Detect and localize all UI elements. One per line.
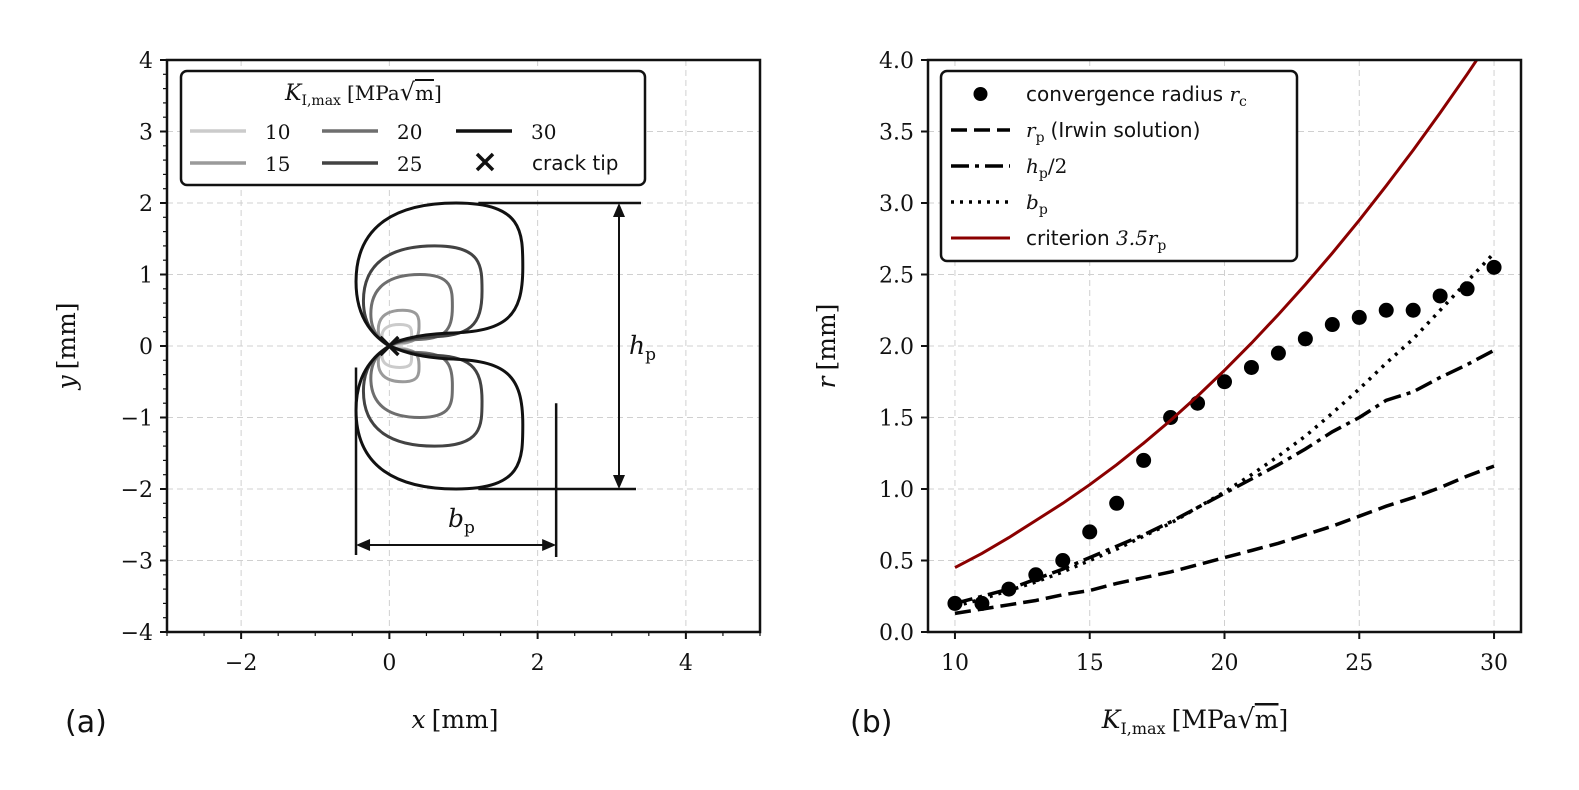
panel-a: hp bp −2 0 2 4 −4 −3 −2 −1 0 1 2 3 4 KI,max [MPa√m] 10… (52, 49, 762, 740)
ytick-label-a: −1 (121, 407, 153, 432)
xtick-label-b: 20 (1211, 651, 1239, 676)
legend-a-crack-tip-icon (475, 152, 495, 172)
point-rc-15 (1082, 524, 1098, 540)
legend-b-label: criterion 3.5rp (1026, 226, 1166, 254)
ytick-label-b: 1.5 (879, 407, 914, 432)
legend-b-box (939, 69, 1299, 263)
ytick-label-b: 0.0 (879, 621, 914, 646)
ytick-label-a: 4 (139, 49, 153, 74)
ytick-label-a: −3 (121, 550, 153, 575)
panel-a-xlabel: x [mm] (411, 705, 498, 734)
hp-label: hp (629, 331, 656, 365)
ytick-label-b: 2.5 (879, 264, 914, 289)
ytick-label-b: 0.5 (879, 550, 914, 575)
bp-arrow-head-left (356, 539, 371, 551)
point-rc-25 (1351, 309, 1367, 325)
legend-a-label: 20 (397, 120, 422, 144)
point-rc-16 (1109, 495, 1125, 511)
xtick-label-b: 25 (1345, 651, 1373, 676)
point-rc-26 (1378, 302, 1394, 318)
panel-b-label: (b) (850, 705, 892, 740)
ytick-label-a: −4 (121, 621, 153, 646)
point-rc-30 (1486, 259, 1502, 275)
ytick-label-a: 2 (139, 192, 153, 217)
point-rc-17 (1136, 452, 1152, 468)
point-rc-29 (1459, 281, 1475, 297)
point-rc-27 (1405, 302, 1421, 318)
crack-tip-marker (379, 335, 400, 357)
series-rc (947, 259, 1502, 611)
xtick-label-b: 15 (1076, 651, 1104, 676)
point-rc-18 (1163, 410, 1179, 425)
xtick-label-b: 30 (1480, 651, 1508, 676)
legend-b-label: bp (1026, 190, 1048, 218)
point-rc-23 (1297, 331, 1313, 347)
point-rc-28 (1432, 288, 1448, 304)
legend-b-entries: convergence radius rc rp (Irwin solution) h… (951, 82, 1247, 254)
panel-b: 10 15 20 25 30 0.0 0.5 1.0 1.5 2.0 2.5 3.0 3.5 4.0 co… (812, 49, 1523, 740)
legend-b-swatch-dots (973, 87, 988, 101)
hp-arrow-head-bottom (613, 475, 625, 489)
legend-a-box (179, 69, 647, 187)
ytick-label-b: 3.5 (879, 121, 914, 146)
ytick-label-b: 1.0 (879, 478, 914, 503)
panel-a-contours (354, 201, 525, 491)
xtick-label-a: 4 (679, 651, 693, 676)
xtick-label-a: −2 (225, 651, 257, 676)
legend-b-label: convergence radius rc (1026, 82, 1247, 110)
hp-arrow-head-top (613, 203, 625, 217)
line-solid (954, 60, 1479, 569)
series-3.5rp (954, 60, 1479, 569)
panel-a-annotations: hp bp (354, 201, 656, 557)
panel-a-ylabel: y[mm] (52, 302, 81, 390)
legend-a-label: 15 (265, 152, 290, 176)
ytick-label-b: 4.0 (879, 49, 914, 74)
panel-a-legend: KI,max [MPa√m] 10 15 20 25 30 crack tip (179, 69, 647, 187)
ytick-label-a: 0 (139, 335, 153, 360)
legend-a-label: crack tip (532, 151, 619, 175)
line-dashed (954, 464, 1495, 616)
point-rc-21 (1243, 359, 1259, 375)
panel-a-label: (a) (65, 705, 107, 740)
xtick-label-a: 2 (531, 651, 545, 676)
xtick-label-b: 10 (941, 651, 969, 676)
point-rc-20 (1217, 374, 1232, 390)
ytick-label-b: 2.0 (879, 335, 914, 360)
line-dashdot (954, 348, 1495, 606)
ytick-label-a: 1 (139, 264, 153, 289)
point-rc-10 (947, 595, 963, 611)
panel-b-series (947, 60, 1502, 616)
ytick-label-b: 3.0 (879, 192, 914, 217)
panel-b-xlabel: KI,max [MPa√m] (1101, 704, 1289, 738)
legend-a-label: 30 (531, 120, 556, 144)
legend-b-label: hp/2 (1026, 154, 1067, 182)
legend-b-label: rp (Irwin solution) (1026, 118, 1200, 146)
legend-a-label: 10 (265, 120, 290, 144)
bp-arrow-head-right (542, 539, 557, 551)
legend-a-label: 25 (397, 152, 422, 176)
panel-b-ylabel: r[mm] (812, 304, 841, 389)
series-rp (954, 464, 1495, 616)
panel-b-legend: convergence radius rc rp (Irwin solution) h… (939, 69, 1299, 263)
series-hp (954, 348, 1495, 606)
bp-label: bp (448, 504, 475, 538)
panel-b-ticks: 10 15 20 25 30 0.0 0.5 1.0 1.5 2.0 2.5 3.0 3.5 4.0 (879, 49, 1508, 676)
point-rc-13 (1028, 567, 1044, 583)
legend-a-entries: 10 15 20 25 30 crack tip (190, 120, 619, 176)
point-rc-14 (1055, 553, 1071, 568)
point-rc-24 (1324, 317, 1340, 333)
ytick-label-a: −2 (121, 478, 153, 503)
point-rc-22 (1270, 345, 1286, 361)
legend-a-title: KI,max [MPa√m] (284, 78, 442, 109)
ytick-label-a: 3 (139, 121, 153, 146)
xtick-label-a: 0 (382, 651, 396, 676)
panel-a-ticks: −2 0 2 4 −4 −3 −2 −1 0 1 2 3 4 (121, 49, 761, 676)
